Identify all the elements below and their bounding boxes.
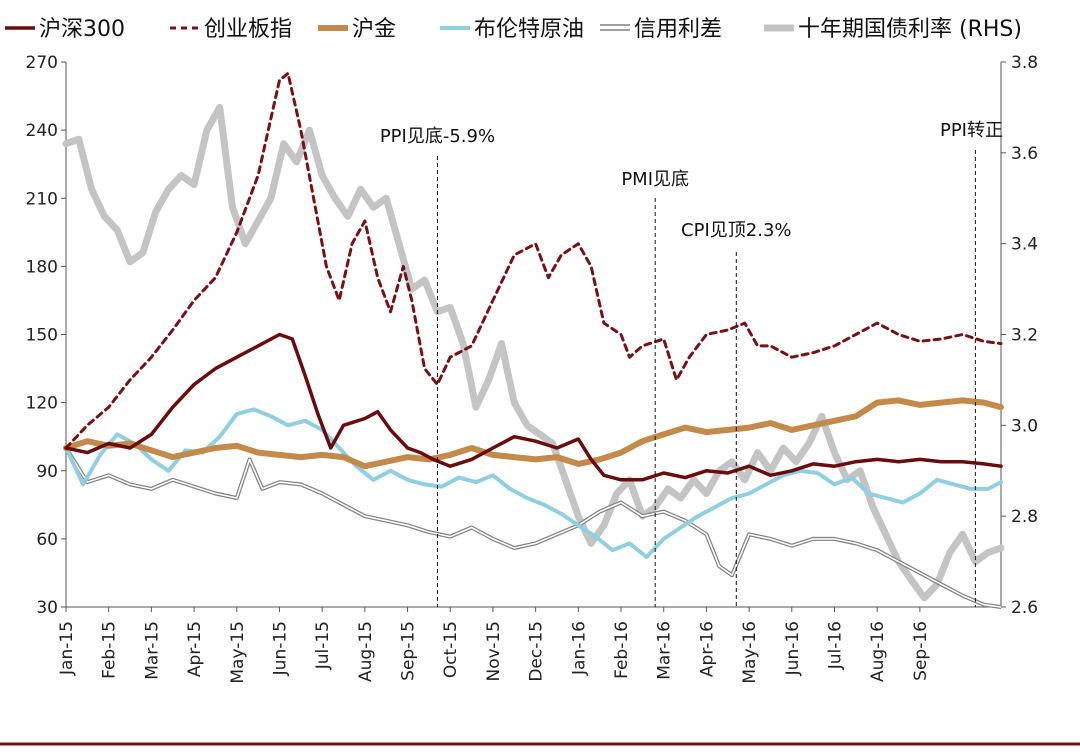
x-tick-label: Apr-15 <box>185 621 205 677</box>
x-tick-label: Jan-15 <box>57 621 77 676</box>
x-tick-label: Aug-15 <box>356 621 376 682</box>
x-tick-label: Sep-16 <box>911 621 931 681</box>
y-left-tick-label: 240 <box>26 121 58 141</box>
y-left-tick-label: 150 <box>26 326 58 346</box>
y-left-tick-label: 210 <box>26 189 58 209</box>
y-right-tick-label: 3.6 <box>1011 144 1038 164</box>
x-tick-label: Dec-15 <box>527 621 547 682</box>
x-tick-label: Apr-16 <box>697 621 717 677</box>
x-tick-label: Aug-16 <box>868 621 888 682</box>
y-right-tick-label: 3.2 <box>1011 326 1038 346</box>
y-left-tick-label: 30 <box>36 598 58 618</box>
legend-label-gold: 沪金 <box>352 17 396 42</box>
x-tick-label: Mar-15 <box>142 621 162 680</box>
x-tick-label: Mar-16 <box>655 621 675 680</box>
x-tick-label: Nov-15 <box>484 621 504 682</box>
x-tick-label: May-16 <box>740 621 760 684</box>
x-tick-label: Jul-16 <box>825 621 845 670</box>
x-tick-label: Sep-15 <box>399 621 419 681</box>
series-line-gold <box>63 397 1004 470</box>
y-left-tick-label: 180 <box>26 257 58 277</box>
x-tick-label: Jan-16 <box>569 621 589 676</box>
y-left-tick-label: 270 <box>26 53 58 73</box>
y-right-tick-label: 3.8 <box>1011 53 1038 73</box>
axes: 30 60 90 120 150 180 210 240 270 2.6 2.8 3.0 3.2 3.4 3… <box>26 53 1039 684</box>
series-line-hs300 <box>64 332 1003 482</box>
legend-label-bond10y: 十年期国债利率 (RHS) <box>798 17 1022 42</box>
y-right-tick-label: 3.4 <box>1011 235 1038 255</box>
legend-label-credit: 信用利差 <box>634 17 722 42</box>
series-line-bond10y <box>62 103 1005 602</box>
legend-label-brent: 布伦特原油 <box>474 17 584 42</box>
annotation-label: PMI见底 <box>621 169 689 190</box>
series-line-credit-inner <box>65 447 1002 608</box>
legend-label-hs300: 沪深300 <box>39 17 125 42</box>
y-left-tick-label: 90 <box>36 462 58 482</box>
x-tick-label: Jul-15 <box>313 621 333 670</box>
series-line-brent <box>64 407 1003 559</box>
annotation-label: PPI转正 <box>940 120 1003 141</box>
x-tick-label: Jun-15 <box>270 621 290 676</box>
series-line-cyb <box>64 71 1003 450</box>
legend: 沪深300 创业板指 沪金 布伦特原油 信用利差 十年期国债利率 (RHS) <box>5 17 1022 42</box>
legend-label-cyb: 创业板指 <box>204 17 292 42</box>
annotation-label: CPI见顶2.3% <box>681 220 791 241</box>
x-tick-label: Feb-16 <box>612 621 632 679</box>
y-left-tick-label: 120 <box>26 394 58 414</box>
series-layer <box>62 71 1005 609</box>
y-left-tick-label: 60 <box>36 530 58 550</box>
annotation-label: PPI见底-5.9% <box>380 126 495 147</box>
y-right-tick-label: 3.0 <box>1011 416 1038 436</box>
annotations: PPI见底-5.9% PMI见底 CPI见顶2.3% PPI转正 <box>380 120 1003 607</box>
y-right-tick-label: 2.6 <box>1011 598 1038 618</box>
x-tick-label: Oct-15 <box>441 621 461 678</box>
x-tick-label: Feb-15 <box>100 621 120 679</box>
x-tick-label: Jun-16 <box>783 621 803 676</box>
x-tick-label: May-15 <box>228 621 248 684</box>
y-right-tick-label: 2.8 <box>1011 507 1038 527</box>
